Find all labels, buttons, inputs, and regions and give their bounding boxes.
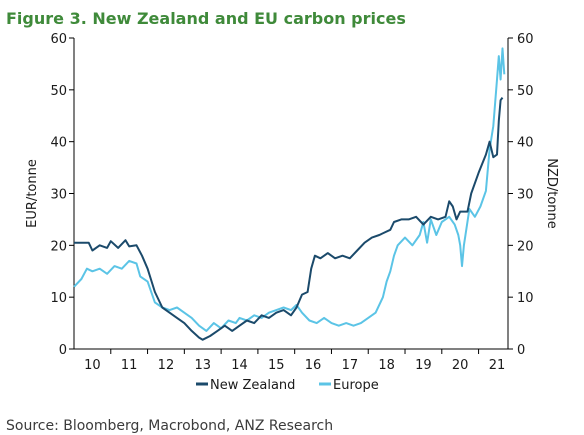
y-tick-label-right: 30 bbox=[517, 188, 534, 203]
series-line-europe bbox=[73, 47, 506, 332]
x-tick-label: 15 bbox=[268, 358, 285, 373]
y-tick-label-left: 50 bbox=[50, 84, 67, 99]
y-tick-label-left: 60 bbox=[50, 32, 67, 47]
y-axis-title-left: EUR/tonne bbox=[25, 159, 40, 228]
chart-title: Figure 3. New Zealand and EU carbon pric… bbox=[6, 9, 406, 28]
x-tick-label: 17 bbox=[342, 358, 359, 373]
axes: 0 0 10 10 20 20 30 30 40 40 50 50 60 60 10 11 12 13 14 15 16… bbox=[25, 32, 559, 373]
series-line-new-zealand bbox=[74, 97, 504, 341]
source-note: Source: Bloomberg, Macrobond, ANZ Resear… bbox=[6, 418, 333, 434]
y-axis-title-right: NZD/tonne bbox=[544, 158, 559, 229]
series-layer bbox=[73, 47, 506, 341]
legend-label: Europe bbox=[333, 378, 379, 393]
y-tick-label-left: 20 bbox=[50, 239, 67, 254]
x-tick-label: 21 bbox=[489, 358, 506, 373]
x-tick-label: 18 bbox=[378, 358, 395, 373]
y-tick-label-right: 0 bbox=[517, 343, 525, 358]
x-tick-label: 19 bbox=[415, 358, 432, 373]
y-tick-label-left: 30 bbox=[50, 188, 67, 203]
y-tick-label-right: 60 bbox=[517, 32, 534, 47]
y-tick-label-right: 40 bbox=[517, 136, 534, 151]
x-tick-label: 12 bbox=[158, 358, 175, 373]
y-tick-label-left: 0 bbox=[59, 343, 67, 358]
x-tick-label: 10 bbox=[84, 358, 101, 373]
x-tick-label: 20 bbox=[452, 358, 469, 373]
y-tick-label-right: 10 bbox=[517, 291, 534, 306]
x-tick-label: 13 bbox=[194, 358, 211, 373]
x-tick-label: 11 bbox=[121, 358, 138, 373]
legend: New Zealand Europe bbox=[196, 378, 379, 393]
y-tick-label-right: 20 bbox=[517, 239, 534, 254]
legend-label: New Zealand bbox=[210, 378, 295, 393]
y-tick-label-left: 40 bbox=[50, 136, 67, 151]
x-tick-label: 16 bbox=[305, 358, 322, 373]
x-tick-label: 14 bbox=[231, 358, 248, 373]
y-tick-label-right: 50 bbox=[517, 84, 534, 99]
y-tick-label-left: 10 bbox=[50, 291, 67, 306]
